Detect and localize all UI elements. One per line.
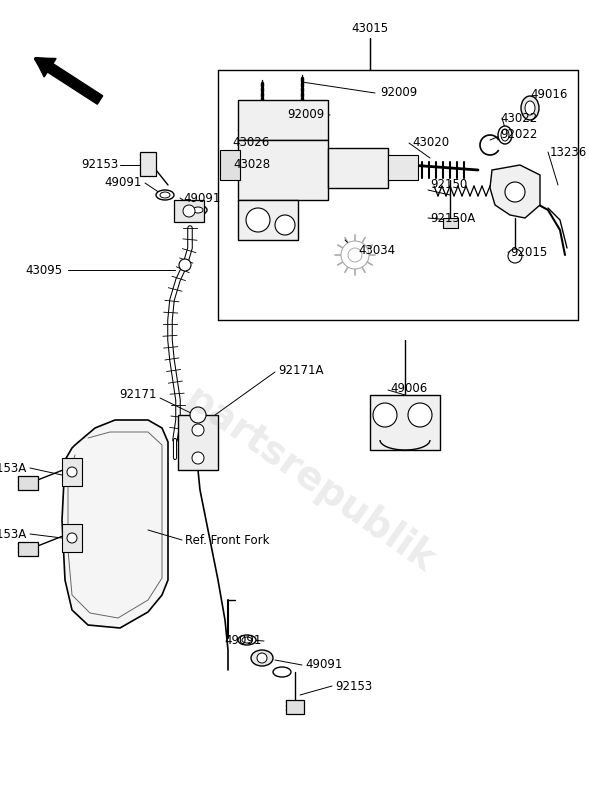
Ellipse shape xyxy=(160,192,170,198)
Ellipse shape xyxy=(242,637,252,643)
Circle shape xyxy=(508,249,522,263)
Text: 92153: 92153 xyxy=(81,158,118,172)
Circle shape xyxy=(246,208,270,232)
Text: Ref. Front Fork: Ref. Front Fork xyxy=(185,534,270,547)
Circle shape xyxy=(341,241,369,269)
Text: 43026: 43026 xyxy=(233,137,270,149)
Ellipse shape xyxy=(273,667,291,677)
Ellipse shape xyxy=(501,129,509,141)
Text: 49091: 49091 xyxy=(224,634,262,647)
Text: 92153A: 92153A xyxy=(0,527,26,540)
Ellipse shape xyxy=(185,451,205,466)
Text: 92150A: 92150A xyxy=(430,212,475,225)
Bar xyxy=(178,415,218,470)
Text: 92009: 92009 xyxy=(288,109,325,121)
Ellipse shape xyxy=(498,126,512,144)
Ellipse shape xyxy=(238,635,256,645)
Text: 92015: 92015 xyxy=(510,245,547,259)
Bar xyxy=(238,200,298,240)
Text: 49091: 49091 xyxy=(183,192,220,205)
Ellipse shape xyxy=(521,96,539,120)
Circle shape xyxy=(192,452,204,464)
Circle shape xyxy=(275,215,295,235)
Bar xyxy=(238,100,328,140)
Ellipse shape xyxy=(525,101,535,115)
Ellipse shape xyxy=(193,207,203,213)
Text: 92150: 92150 xyxy=(430,178,467,192)
Circle shape xyxy=(373,403,397,427)
Circle shape xyxy=(257,653,267,663)
Text: 43015: 43015 xyxy=(352,22,389,34)
Text: 43034: 43034 xyxy=(358,244,395,256)
Circle shape xyxy=(408,403,432,427)
Text: 49006: 49006 xyxy=(390,381,427,395)
Bar xyxy=(62,524,82,552)
Circle shape xyxy=(192,424,204,436)
Bar xyxy=(62,458,82,486)
Circle shape xyxy=(179,259,191,271)
Text: 43028: 43028 xyxy=(233,158,270,172)
Circle shape xyxy=(348,248,362,262)
Bar xyxy=(328,148,388,188)
Ellipse shape xyxy=(251,650,273,666)
Bar xyxy=(140,152,156,176)
Ellipse shape xyxy=(156,190,174,200)
Text: 43020: 43020 xyxy=(412,137,449,149)
Bar xyxy=(388,155,418,180)
Bar xyxy=(286,700,304,714)
Bar xyxy=(18,476,38,490)
Bar xyxy=(370,395,440,450)
Text: 49091: 49091 xyxy=(105,177,142,189)
Text: 92022: 92022 xyxy=(500,129,537,141)
Circle shape xyxy=(67,467,77,477)
FancyArrow shape xyxy=(35,58,102,104)
Bar xyxy=(443,218,458,228)
Text: 13236: 13236 xyxy=(550,145,587,158)
Circle shape xyxy=(505,182,525,202)
Text: 43095: 43095 xyxy=(25,264,62,276)
Text: 92009: 92009 xyxy=(380,86,417,100)
Text: 92171A: 92171A xyxy=(278,364,323,376)
Bar xyxy=(238,140,328,200)
Text: 92153: 92153 xyxy=(335,679,372,693)
Text: 92153A: 92153A xyxy=(0,462,26,475)
Circle shape xyxy=(183,205,195,217)
Circle shape xyxy=(190,407,206,423)
Text: 92171: 92171 xyxy=(120,388,157,402)
Circle shape xyxy=(67,533,77,543)
Text: 43022: 43022 xyxy=(500,112,537,125)
Bar xyxy=(220,150,240,180)
Text: 49091: 49091 xyxy=(305,658,342,671)
Bar xyxy=(174,200,204,222)
Text: 49016: 49016 xyxy=(530,89,567,101)
Polygon shape xyxy=(490,165,540,218)
Bar xyxy=(18,542,38,556)
Text: partsrepublik: partsrepublik xyxy=(178,380,442,580)
Polygon shape xyxy=(62,420,168,628)
Ellipse shape xyxy=(189,205,207,215)
